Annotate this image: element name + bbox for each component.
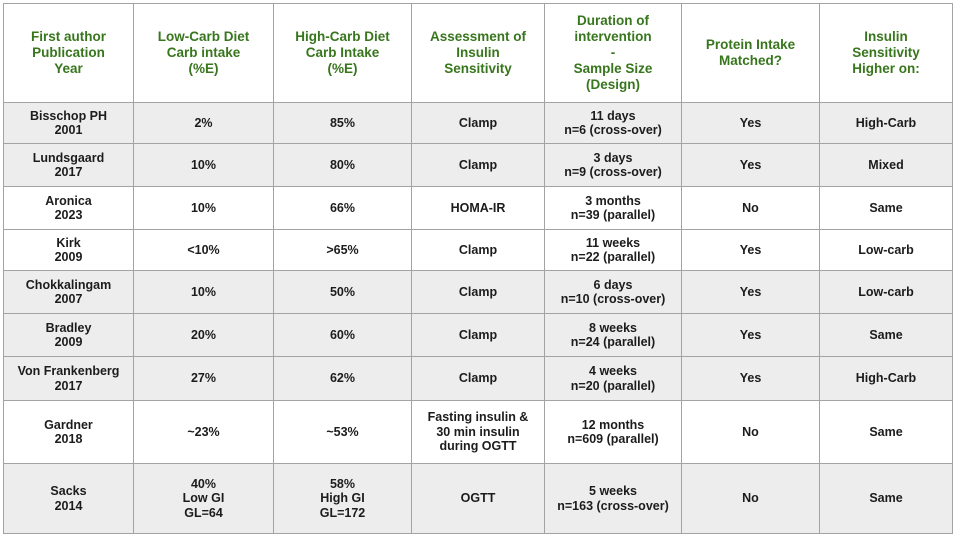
cell-duration-sample: 3 days n=9 (cross-over) [544, 143, 682, 187]
cell-author-year: Bisschop PH 2001 [3, 102, 134, 144]
cell-high-carb-intake: 62% [273, 356, 412, 401]
table-row: Kirk 2009 <10% >65% Clamp 11 weeks n=22 … [3, 229, 953, 271]
cell-author-year: Chokkalingam 2007 [3, 270, 134, 314]
header-duration-sample: Duration of intervention - Sample Size (… [544, 3, 682, 103]
cell-protein-matched: Yes [681, 229, 820, 271]
table-row: Von Frankenberg 2017 27% 62% Clamp 4 wee… [3, 356, 953, 401]
cell-low-carb-intake: 10% [133, 270, 274, 314]
cell-high-carb-intake: 60% [273, 313, 412, 357]
cell-protein-matched: Yes [681, 356, 820, 401]
cell-author-year: Aronica 2023 [3, 186, 134, 230]
cell-assessment: Clamp [411, 229, 545, 271]
cell-duration-sample: 11 weeks n=22 (parallel) [544, 229, 682, 271]
table-row: Aronica 2023 10% 66% HOMA-IR 3 months n=… [3, 186, 953, 230]
table-row: Gardner 2018 ~23% ~53% Fasting insulin &… [3, 400, 953, 464]
study-comparison-table: First author Publication Year Low-Carb D… [3, 3, 953, 534]
cell-assessment: OGTT [411, 463, 545, 534]
cell-author-year: Gardner 2018 [3, 400, 134, 464]
cell-protein-matched: No [681, 400, 820, 464]
cell-assessment: Fasting insulin & 30 min insulin during … [411, 400, 545, 464]
cell-duration-sample: 4 weeks n=20 (parallel) [544, 356, 682, 401]
cell-author-year: Bradley 2009 [3, 313, 134, 357]
cell-high-carb-intake: 58% High GI GL=172 [273, 463, 412, 534]
cell-high-carb-intake: 50% [273, 270, 412, 314]
cell-low-carb-intake: 2% [133, 102, 274, 144]
cell-high-carb-intake: 80% [273, 143, 412, 187]
cell-duration-sample: 12 months n=609 (parallel) [544, 400, 682, 464]
table-row: Bisschop PH 2001 2% 85% Clamp 11 days n=… [3, 102, 953, 144]
cell-low-carb-intake: 40% Low GI GL=64 [133, 463, 274, 534]
cell-low-carb-intake: 10% [133, 186, 274, 230]
cell-duration-sample: 11 days n=6 (cross-over) [544, 102, 682, 144]
cell-protein-matched: No [681, 463, 820, 534]
cell-low-carb-intake: <10% [133, 229, 274, 271]
table-row: Bradley 2009 20% 60% Clamp 8 weeks n=24 … [3, 313, 953, 357]
cell-assessment: Clamp [411, 356, 545, 401]
header-row: First author Publication Year Low-Carb D… [3, 3, 953, 103]
cell-high-carb-intake: 66% [273, 186, 412, 230]
cell-author-year: Sacks 2014 [3, 463, 134, 534]
cell-duration-sample: 3 months n=39 (parallel) [544, 186, 682, 230]
cell-author-year: Kirk 2009 [3, 229, 134, 271]
cell-low-carb-intake: ~23% [133, 400, 274, 464]
cell-author-year: Lundsgaard 2017 [3, 143, 134, 187]
cell-high-carb-intake: ~53% [273, 400, 412, 464]
header-author-year: First author Publication Year [3, 3, 134, 103]
cell-high-carb-intake: 85% [273, 102, 412, 144]
header-high-carb-intake: High-Carb Diet Carb Intake (%E) [273, 3, 412, 103]
header-sensitivity-higher: Insulin Sensitivity Higher on: [819, 3, 953, 103]
cell-sensitivity-higher: Same [819, 186, 953, 230]
cell-sensitivity-higher: Same [819, 313, 953, 357]
cell-protein-matched: Yes [681, 143, 820, 187]
cell-assessment: Clamp [411, 313, 545, 357]
cell-protein-matched: Yes [681, 270, 820, 314]
header-assessment: Assessment of Insulin Sensitivity [411, 3, 545, 103]
cell-protein-matched: Yes [681, 102, 820, 144]
cell-low-carb-intake: 27% [133, 356, 274, 401]
header-protein-matched: Protein Intake Matched? [681, 3, 820, 103]
table-row: Chokkalingam 2007 10% 50% Clamp 6 days n… [3, 270, 953, 314]
table-row: Sacks 2014 40% Low GI GL=64 58% High GI … [3, 463, 953, 534]
cell-protein-matched: Yes [681, 313, 820, 357]
cell-sensitivity-higher: Mixed [819, 143, 953, 187]
cell-protein-matched: No [681, 186, 820, 230]
cell-duration-sample: 8 weeks n=24 (parallel) [544, 313, 682, 357]
table-row: Lundsgaard 2017 10% 80% Clamp 3 days n=9… [3, 143, 953, 187]
cell-assessment: HOMA-IR [411, 186, 545, 230]
cell-sensitivity-higher: Same [819, 400, 953, 464]
cell-low-carb-intake: 10% [133, 143, 274, 187]
cell-duration-sample: 5 weeks n=163 (cross-over) [544, 463, 682, 534]
header-low-carb-intake: Low-Carb Diet Carb intake (%E) [133, 3, 274, 103]
cell-high-carb-intake: >65% [273, 229, 412, 271]
cell-duration-sample: 6 days n=10 (cross-over) [544, 270, 682, 314]
cell-assessment: Clamp [411, 143, 545, 187]
cell-assessment: Clamp [411, 102, 545, 144]
cell-sensitivity-higher: Low-carb [819, 229, 953, 271]
cell-sensitivity-higher: High-Carb [819, 102, 953, 144]
cell-author-year: Von Frankenberg 2017 [3, 356, 134, 401]
cell-sensitivity-higher: Same [819, 463, 953, 534]
cell-sensitivity-higher: Low-carb [819, 270, 953, 314]
cell-sensitivity-higher: High-Carb [819, 356, 953, 401]
cell-low-carb-intake: 20% [133, 313, 274, 357]
cell-assessment: Clamp [411, 270, 545, 314]
